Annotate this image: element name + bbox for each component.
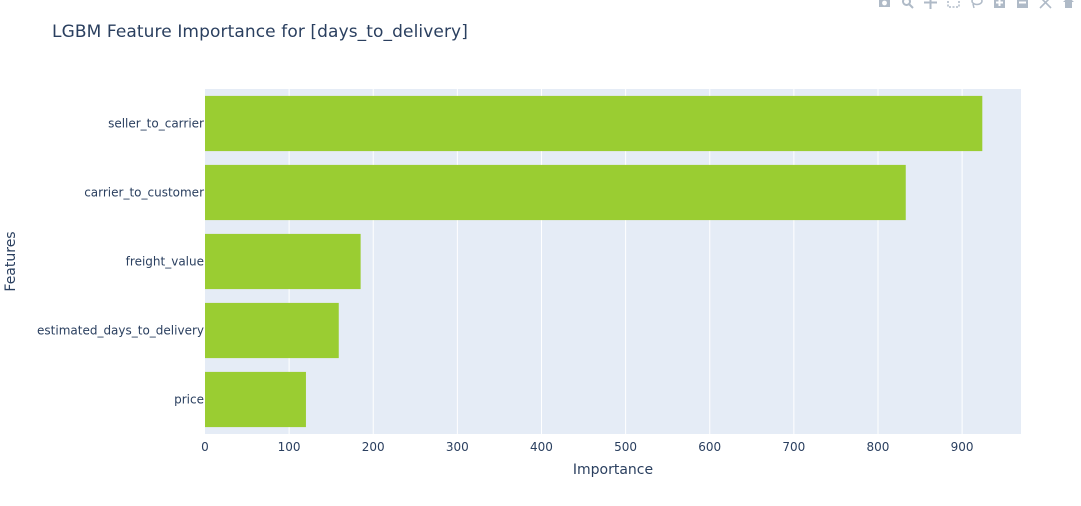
y-tick-label: seller_to_carrier bbox=[108, 117, 204, 131]
y-axis-title: Features bbox=[3, 231, 19, 291]
x-tick-label: 900 bbox=[951, 440, 974, 454]
lasso-icon[interactable] bbox=[970, 0, 983, 9]
y-tick-labels: seller_to_carrier carrier_to_customerfrei… bbox=[37, 117, 204, 407]
x-tick-labels: 0 100 200 300 400 500 600 700 800 900 bbox=[201, 440, 973, 454]
reset-axes-icon[interactable] bbox=[1062, 0, 1075, 9]
x-tick-label: 600 bbox=[698, 440, 721, 454]
y-tick-label: freight_value bbox=[126, 255, 204, 269]
modebar bbox=[878, 0, 1075, 12]
x-tick-label: 800 bbox=[867, 440, 890, 454]
box-select-icon[interactable] bbox=[947, 0, 960, 9]
x-tick-label: 0 bbox=[201, 440, 209, 454]
autoscale-icon[interactable] bbox=[1039, 0, 1052, 9]
x-tick-label: 700 bbox=[782, 440, 805, 454]
x-axis-title: Importance bbox=[573, 462, 653, 478]
bar-seller-to-carrier[interactable] bbox=[205, 95, 983, 152]
y-tick-label: carrier_to_customer bbox=[84, 186, 204, 200]
bar-freight-value[interactable] bbox=[205, 233, 361, 290]
y-tick-label: estimated_days_to_delivery bbox=[37, 324, 204, 338]
bars bbox=[205, 95, 983, 428]
bar-carrier-to-customer[interactable] bbox=[205, 164, 906, 221]
x-tick-label: 200 bbox=[362, 440, 385, 454]
x-tick-label: 100 bbox=[278, 440, 301, 454]
chart-title: LGBM Feature Importance for [days_to_del… bbox=[52, 22, 468, 42]
y-tick-label: price bbox=[174, 393, 204, 407]
bar-estimated-days-to-delivery[interactable] bbox=[205, 302, 339, 359]
x-tick-label: 300 bbox=[446, 440, 469, 454]
x-tick-label: 400 bbox=[530, 440, 553, 454]
zoom-icon[interactable] bbox=[901, 0, 914, 9]
x-tick-label: 500 bbox=[614, 440, 637, 454]
zoom-out-icon[interactable] bbox=[1016, 0, 1029, 9]
pan-icon[interactable] bbox=[924, 0, 937, 9]
bar-price[interactable] bbox=[205, 371, 306, 428]
camera-icon[interactable] bbox=[878, 0, 891, 9]
zoom-in-icon[interactable] bbox=[993, 0, 1006, 9]
